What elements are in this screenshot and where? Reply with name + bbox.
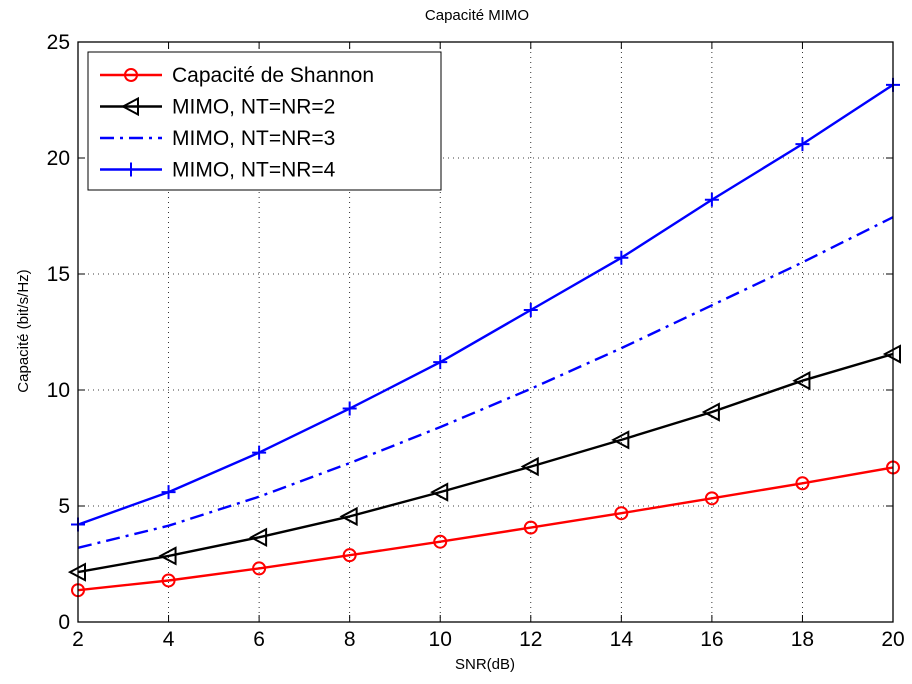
data-point-triangle xyxy=(430,482,449,502)
y-axis-label: Capacité (bit/s/Hz) xyxy=(15,269,32,392)
data-point-plus xyxy=(161,485,176,500)
x-tick-label: 8 xyxy=(344,628,356,651)
x-tick-label: 14 xyxy=(610,628,634,651)
x-axis-label: SNR(dB) xyxy=(455,656,515,673)
data-point-plus xyxy=(523,302,538,317)
x-tick-label: 20 xyxy=(881,628,904,651)
data-point-plus xyxy=(614,250,629,265)
legend-label: MIMO, NT=NR=4 xyxy=(172,159,336,182)
data-point-triangle xyxy=(339,506,358,527)
data-point-triangle xyxy=(120,96,139,117)
y-tick-label: 15 xyxy=(47,263,70,286)
data-point-circle xyxy=(523,520,538,535)
series-layer xyxy=(67,77,901,598)
series-2 xyxy=(67,344,901,582)
legend-label: MIMO, NT=NR=2 xyxy=(172,96,335,119)
x-tick-label: 18 xyxy=(791,628,814,651)
data-point-triangle xyxy=(611,430,630,450)
x-tick-label: 12 xyxy=(519,628,542,651)
x-tick-label: 4 xyxy=(163,628,175,651)
series-line xyxy=(77,216,894,549)
plot-frame xyxy=(77,41,894,623)
tick-marks xyxy=(77,41,894,623)
legend: Capacité de Shannon MIMO, NT=NR=2 MIMO, NT… xyxy=(87,51,442,191)
data-point-plus xyxy=(704,192,719,207)
series-line xyxy=(77,466,894,592)
series-1 xyxy=(71,460,900,598)
x-tick-labels: 2 4 6 8 10 12 14 16 18 20 xyxy=(72,628,905,651)
chart-title: Capacité MIMO xyxy=(425,7,529,24)
y-tick-label: 0 xyxy=(58,611,70,634)
data-point-plus xyxy=(252,445,267,460)
y-tick-labels: 0 5 10 15 20 25 xyxy=(47,31,70,634)
series-4 xyxy=(71,77,900,532)
data-point-plus xyxy=(433,355,448,370)
x-tick-label: 6 xyxy=(253,628,265,651)
data-point-triangle xyxy=(701,402,720,422)
legend-item: Capacité de Shannon xyxy=(100,64,374,87)
legend-item: MIMO, NT=NR=2 xyxy=(100,96,335,119)
x-tick-label: 10 xyxy=(429,628,452,651)
y-tick-label: 25 xyxy=(47,31,70,54)
data-point-circle xyxy=(433,534,448,549)
data-point-triangle xyxy=(520,456,539,477)
y-tick-label: 10 xyxy=(47,379,70,402)
legend-label: MIMO, NT=NR=3 xyxy=(172,127,335,150)
data-point-triangle xyxy=(792,371,811,391)
y-tick-label: 5 xyxy=(58,495,70,518)
x-tick-label: 2 xyxy=(72,628,84,651)
data-point-triangle xyxy=(248,527,268,547)
data-point-circle xyxy=(161,573,176,588)
y-tick-label: 20 xyxy=(47,147,70,170)
x-tick-label: 16 xyxy=(700,628,723,651)
data-point-circle xyxy=(795,476,810,491)
data-point-circle xyxy=(342,548,357,563)
data-point-circle xyxy=(124,68,138,82)
series-line xyxy=(77,83,894,526)
data-point-triangle xyxy=(158,546,177,566)
data-point-circle xyxy=(614,506,629,521)
grid xyxy=(78,42,893,622)
data-point-circle xyxy=(252,561,267,576)
legend-item: MIMO, NT=NR=3 xyxy=(100,127,335,150)
data-point-circle xyxy=(704,491,719,506)
data-point-plus xyxy=(124,162,138,177)
series-line xyxy=(77,352,894,574)
legend-item: MIMO, NT=NR=4 xyxy=(100,159,336,182)
legend-label: Capacité de Shannon xyxy=(172,64,374,87)
data-point-plus xyxy=(795,137,810,152)
series-3 xyxy=(77,216,894,549)
data-point-plus xyxy=(342,401,357,416)
